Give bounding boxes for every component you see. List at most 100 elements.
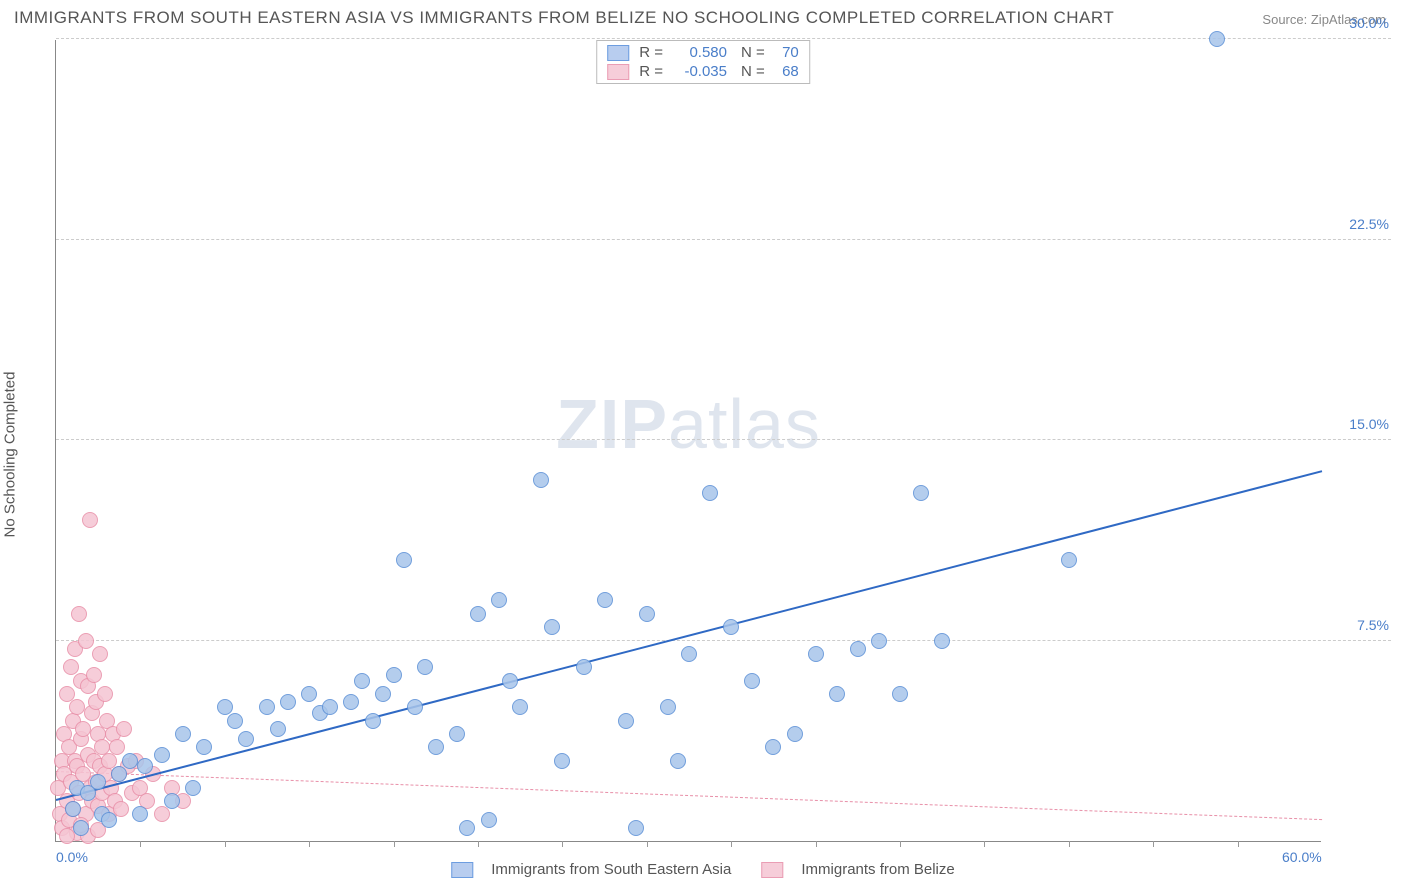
scatter-point <box>97 686 113 702</box>
series-legend: Immigrants from South Eastern Asia Immigr… <box>451 861 954 878</box>
scatter-point <box>639 606 655 622</box>
legend-swatch <box>607 64 629 80</box>
scatter-point <box>116 721 132 737</box>
scatter-point <box>829 686 845 702</box>
scatter-point <box>137 758 153 774</box>
watermark-atlas: atlas <box>668 385 821 463</box>
y-tick-label: 22.5% <box>1349 216 1391 232</box>
x-tick-label: 60.0% <box>1282 849 1322 865</box>
scatter-point <box>1061 552 1077 568</box>
n-label: N = <box>741 63 765 80</box>
scatter-point <box>175 726 191 742</box>
r-label: R = <box>639 44 663 61</box>
scatter-point <box>113 801 129 817</box>
scatter-point <box>322 699 338 715</box>
scatter-point <box>78 633 94 649</box>
scatter-point <box>132 806 148 822</box>
legend-swatch <box>761 862 783 878</box>
x-tick-mark <box>647 841 648 847</box>
scatter-point <box>301 686 317 702</box>
scatter-point <box>375 686 391 702</box>
scatter-point <box>196 739 212 755</box>
correlation-legend: R =0.580N =70R =-0.035N =68 <box>596 40 810 84</box>
scatter-point <box>481 812 497 828</box>
scatter-point <box>90 774 106 790</box>
scatter-point <box>491 592 507 608</box>
source-label: Source: <box>1262 12 1307 27</box>
watermark-zip: ZIP <box>556 385 668 463</box>
legend-swatch <box>451 862 473 878</box>
scatter-point <box>808 646 824 662</box>
x-tick-mark <box>984 841 985 847</box>
scatter-point <box>544 619 560 635</box>
scatter-point <box>343 694 359 710</box>
scatter-point <box>164 793 180 809</box>
scatter-point <box>744 673 760 689</box>
scatter-point <box>597 592 613 608</box>
chart-title: IMMIGRANTS FROM SOUTH EASTERN ASIA VS IM… <box>14 8 1114 28</box>
scatter-point <box>69 699 85 715</box>
x-tick-mark <box>562 841 563 847</box>
scatter-point <box>259 699 275 715</box>
scatter-point <box>512 699 528 715</box>
scatter-point <box>386 667 402 683</box>
watermark-text: ZIPatlas <box>556 384 821 464</box>
scatter-point <box>101 812 117 828</box>
scatter-point <box>111 766 127 782</box>
scatter-point <box>660 699 676 715</box>
n-label: N = <box>741 44 765 61</box>
scatter-point <box>396 552 412 568</box>
scatter-point <box>1209 31 1225 47</box>
y-tick-label: 30.0% <box>1349 15 1391 31</box>
scatter-point <box>154 747 170 763</box>
x-tick-mark <box>900 841 901 847</box>
scatter-point <box>185 780 201 796</box>
scatter-point <box>681 646 697 662</box>
legend-series-name: Immigrants from Belize <box>801 861 954 878</box>
r-label: R = <box>639 63 663 80</box>
x-tick-mark <box>1238 841 1239 847</box>
x-tick-mark <box>816 841 817 847</box>
scatter-point <box>850 641 866 657</box>
x-tick-mark <box>1153 841 1154 847</box>
x-tick-label: 0.0% <box>56 849 88 865</box>
x-tick-mark <box>1069 841 1070 847</box>
scatter-point <box>871 633 887 649</box>
y-axis-label: No Schooling Completed <box>2 372 19 538</box>
n-value: 70 <box>769 44 799 61</box>
trend-line <box>56 470 1322 801</box>
scatter-point <box>670 753 686 769</box>
x-tick-mark <box>731 841 732 847</box>
x-tick-mark <box>225 841 226 847</box>
scatter-point <box>702 485 718 501</box>
gridline <box>56 239 1391 240</box>
scatter-point <box>92 646 108 662</box>
scatter-point <box>82 512 98 528</box>
r-value: -0.035 <box>667 63 727 80</box>
scatter-point <box>502 673 518 689</box>
x-tick-mark <box>394 841 395 847</box>
scatter-point <box>238 731 254 747</box>
x-tick-mark <box>478 841 479 847</box>
scatter-point <box>459 820 475 836</box>
scatter-point <box>86 667 102 683</box>
y-tick-label: 15.0% <box>1349 416 1391 432</box>
scatter-point <box>787 726 803 742</box>
y-tick-label: 7.5% <box>1357 617 1391 633</box>
scatter-point <box>417 659 433 675</box>
legend-series-name: Immigrants from South Eastern Asia <box>491 861 731 878</box>
scatter-point <box>765 739 781 755</box>
scatter-point <box>65 801 81 817</box>
r-value: 0.580 <box>667 44 727 61</box>
scatter-point <box>554 753 570 769</box>
scatter-point <box>109 739 125 755</box>
bottom-legend-item: Immigrants from Belize <box>761 861 954 878</box>
scatter-point <box>122 753 138 769</box>
bottom-legend-item: Immigrants from South Eastern Asia <box>451 861 731 878</box>
scatter-point <box>73 820 89 836</box>
scatter-point <box>723 619 739 635</box>
gridline <box>56 439 1391 440</box>
x-tick-mark <box>140 841 141 847</box>
plot-area: ZIPatlas 7.5%15.0%22.5%30.0%0.0%60.0% <box>55 40 1321 842</box>
scatter-point <box>270 721 286 737</box>
